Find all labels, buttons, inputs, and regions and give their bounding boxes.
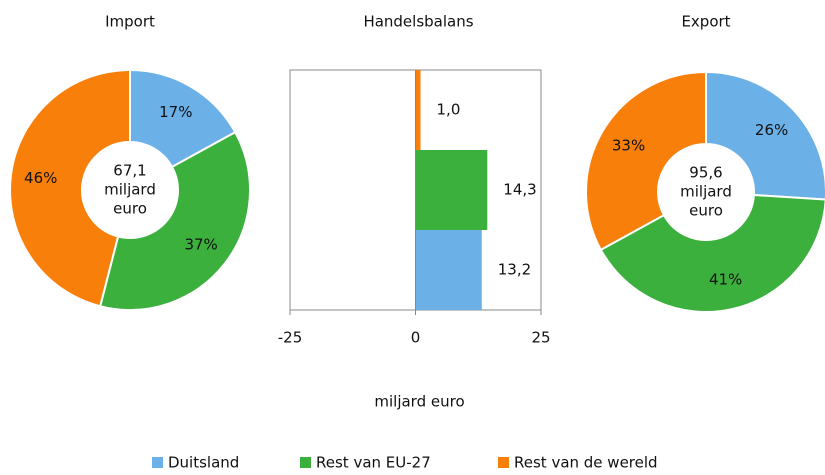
center-label: euro xyxy=(113,200,147,218)
center-label: 95,6 xyxy=(689,164,722,182)
legend-label: Duitsland xyxy=(168,454,239,472)
data-label: 33% xyxy=(612,137,645,155)
donut-slice xyxy=(98,130,251,311)
chart-title: Export xyxy=(681,13,730,31)
legend-label: Rest van EU-27 xyxy=(316,454,431,472)
data-label: 41% xyxy=(709,270,742,288)
bar xyxy=(415,70,421,150)
center-label: miljard xyxy=(680,183,732,201)
x-tick-label: 25 xyxy=(531,329,550,347)
legend-swatch xyxy=(300,457,311,468)
center-label: miljard xyxy=(104,181,156,199)
chart-title: Import xyxy=(105,13,155,31)
legend-label: Rest van de wereld xyxy=(514,454,658,472)
legend-swatch xyxy=(498,457,509,468)
data-label: 26% xyxy=(755,121,788,139)
bar xyxy=(415,230,482,310)
data-label: 46% xyxy=(24,169,57,187)
donut-slice xyxy=(585,70,707,252)
donut-slice xyxy=(129,68,237,169)
donut-slice xyxy=(9,68,131,308)
legend-swatch xyxy=(152,457,163,468)
donut-slice xyxy=(599,193,825,313)
bar xyxy=(415,150,488,230)
center-label: 67,1 xyxy=(113,162,146,180)
center-label: euro xyxy=(689,202,723,220)
x-axis-label: miljard euro xyxy=(374,393,464,411)
chart-title: Handelsbalans xyxy=(363,13,473,31)
data-label: 14,3 xyxy=(503,181,536,199)
data-label: 17% xyxy=(159,103,192,121)
data-label: 37% xyxy=(184,236,217,254)
x-tick-label: 0 xyxy=(411,329,421,347)
data-label: 1,0 xyxy=(437,101,461,119)
donut-slice xyxy=(705,70,825,201)
x-tick-label: -25 xyxy=(278,329,303,347)
data-label: 13,2 xyxy=(498,261,531,279)
